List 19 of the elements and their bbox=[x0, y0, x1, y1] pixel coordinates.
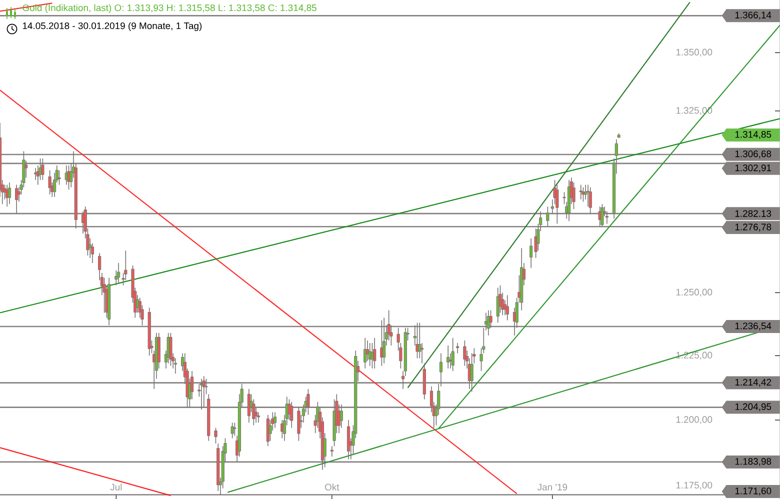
ref-line-label: 1.276,78 bbox=[735, 224, 772, 232]
ref-line-label: 1.306,68 bbox=[735, 150, 772, 158]
y-tick-label: 1.250,00 bbox=[676, 288, 712, 297]
y-tick-label: 1.200,00 bbox=[676, 416, 712, 424]
y-tick-label: 1.350,00 bbox=[676, 48, 712, 57]
ref-line-label: 1.302,91 bbox=[735, 164, 772, 172]
x-tick-label: Jan '19 bbox=[537, 484, 568, 490]
ref-line-label: 1.282.13 bbox=[735, 210, 772, 217]
text: 14.05.2018 - 30.01.2019 (9 Monate, 1 Tag) bbox=[22, 22, 202, 32]
ref-line-label: 1.204,95 bbox=[735, 403, 772, 412]
y-tick-label: 1.175,00 bbox=[676, 482, 712, 490]
x-tick-label: Jul bbox=[110, 484, 122, 490]
ref-line-label: 1.183,98 bbox=[735, 458, 772, 466]
ref-line-label: 1.171,60 bbox=[735, 488, 772, 496]
x-tick-label: Okt bbox=[325, 484, 340, 490]
ref-line-label: 1.366,14 bbox=[735, 12, 772, 20]
annotation: 1.314,85 bbox=[735, 131, 772, 139]
ref-line-label: 1.214,42 bbox=[735, 378, 772, 387]
ref-line-label: 1.236,54 bbox=[735, 322, 772, 330]
